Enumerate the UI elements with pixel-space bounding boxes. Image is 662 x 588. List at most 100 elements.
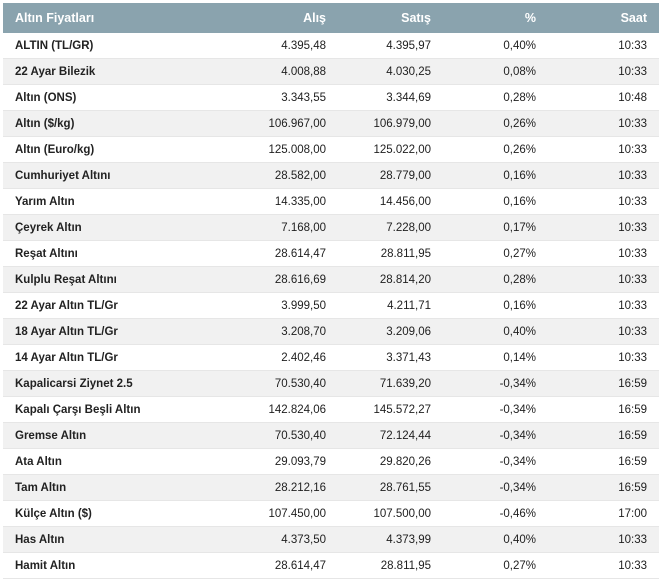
cell-percent: 0,27% [443,240,548,267]
cell-sell: 4.030,25 [338,58,443,85]
cell-name: Cumhuriyet Altını [3,162,203,189]
cell-percent: 0,40% [443,318,548,345]
table-row[interactable]: Reşat Altını 28.614,47 28.811,95 0,27% 10:33 [3,240,659,267]
table-row[interactable]: ALTIN (TL/GR) 4.395,48 4.395,97 0,40% 10:33 [3,33,659,59]
cell-percent: 0,26% [443,110,548,137]
cell-buy: 70.530,40 [203,370,338,397]
cell-sell: 3.344,69 [338,84,443,111]
table-row[interactable]: Kapalicarsi Ziynet 2.5 70.530,40 71.639,20… [3,370,659,397]
header-percent[interactable]: % [443,3,548,33]
cell-percent: -0,46% [443,500,548,527]
cell-sell: 28.811,95 [338,552,443,579]
cell-time: 10:33 [548,214,659,241]
cell-buy: 7.168,00 [203,214,338,241]
cell-name: Külçe Altın ($) [3,500,203,527]
cell-buy: 29.093,79 [203,448,338,475]
header-sell[interactable]: Satış [338,3,443,33]
header-row: Altın Fiyatları Alış Satış % Saat [3,3,659,33]
cell-sell: 125.022,00 [338,136,443,163]
cell-buy: 3.208,70 [203,318,338,345]
cell-sell: 4.373,99 [338,526,443,553]
cell-buy: 107.450,00 [203,500,338,527]
cell-percent: -0,34% [443,370,548,397]
cell-buy: 125.008,00 [203,136,338,163]
cell-time: 10:48 [548,84,659,111]
cell-percent: -0,34% [443,474,548,501]
cell-time: 10:33 [548,110,659,137]
cell-buy: 3.999,50 [203,292,338,319]
cell-buy: 28.614,47 [203,240,338,267]
cell-name: Gremse Altın [3,422,203,449]
table-row[interactable]: Gremse Altın 70.530,40 72.124,44 -0,34% 16:5… [3,422,659,449]
table-row[interactable]: Ata Altın 29.093,79 29.820,26 -0,34% 16:59 [3,448,659,475]
cell-time: 10:33 [548,552,659,579]
table-row[interactable]: Cumhuriyet Altını 28.582,00 28.779,00 0,16%… [3,162,659,189]
table-row[interactable]: 22 Ayar Altın TL/Gr 3.999,50 4.211,71 0,16%… [3,292,659,319]
cell-percent: 0,14% [443,344,548,371]
cell-buy: 14.335,00 [203,188,338,215]
table-row[interactable]: Hamit Altın 28.614,47 28.811,95 0,27% 10:33 [3,552,659,579]
cell-buy: 28.614,47 [203,552,338,579]
cell-buy: 28.582,00 [203,162,338,189]
cell-name: Has Altın [3,526,203,553]
cell-time: 10:33 [548,58,659,85]
table-row[interactable]: 22 Ayar Bilezik 4.008,88 4.030,25 0,08% 10:3… [3,58,659,85]
cell-name: Hamit Altın [3,552,203,579]
cell-name: Reşat Altını [3,240,203,267]
table-row[interactable]: Altın (Euro/kg) 125.008,00 125.022,00 0,26%… [3,136,659,163]
table-row[interactable]: 18 Ayar Altın TL/Gr 3.208,70 3.209,06 0,40%… [3,318,659,345]
cell-percent: 0,40% [443,526,548,553]
cell-sell: 4.211,71 [338,292,443,319]
cell-sell: 14.456,00 [338,188,443,215]
cell-percent: -0,34% [443,422,548,449]
cell-name: ALTIN (TL/GR) [3,33,203,59]
cell-time: 16:59 [548,396,659,423]
table-row[interactable]: Has Altın 4.373,50 4.373,99 0,40% 10:33 [3,526,659,553]
cell-sell: 106.979,00 [338,110,443,137]
cell-name: 22 Ayar Altın TL/Gr [3,292,203,319]
table-row[interactable]: 14 Ayar Altın TL/Gr 2.402,46 3.371,43 0,14%… [3,344,659,371]
cell-percent: -0,34% [443,396,548,423]
cell-sell: 28.761,55 [338,474,443,501]
table-row[interactable]: Kapalı Çarşı Beşli Altın 142.824,06 145.57… [3,396,659,423]
cell-sell: 7.228,00 [338,214,443,241]
cell-time: 10:33 [548,318,659,345]
cell-time: 16:59 [548,422,659,449]
cell-percent: 0,17% [443,214,548,241]
cell-name: Altın (Euro/kg) [3,136,203,163]
cell-name: Tam Altın [3,474,203,501]
cell-sell: 72.124,44 [338,422,443,449]
table-row[interactable]: Tam Altın 28.212,16 28.761,55 -0,34% 16:59 [3,474,659,501]
cell-name: 18 Ayar Altın TL/Gr [3,318,203,345]
header-time[interactable]: Saat [548,3,659,33]
cell-time: 17:00 [548,500,659,527]
table-row[interactable]: Altın (ONS) 3.343,55 3.344,69 0,28% 10:48 [3,84,659,111]
cell-time: 10:33 [548,344,659,371]
cell-name: Yarım Altın [3,188,203,215]
cell-percent: 0,16% [443,188,548,215]
cell-sell: 107.500,00 [338,500,443,527]
cell-sell: 4.395,97 [338,33,443,59]
cell-name: Altın ($/kg) [3,110,203,137]
cell-time: 16:59 [548,448,659,475]
table-row[interactable]: Çeyrek Altın 7.168,00 7.228,00 0,17% 10:33 [3,214,659,241]
cell-sell: 145.572,27 [338,396,443,423]
cell-name: Çeyrek Altın [3,214,203,241]
table-body: ALTIN (TL/GR) 4.395,48 4.395,97 0,40% 10:33 2… [3,33,659,579]
table-row[interactable]: Kulplu Reşat Altını 28.616,69 28.814,20 0,2… [3,266,659,293]
cell-name: 22 Ayar Bilezik [3,58,203,85]
cell-buy: 3.343,55 [203,84,338,111]
cell-percent: -0,34% [443,448,548,475]
table-row[interactable]: Külçe Altın ($) 107.450,00 107.500,00 -0,46… [3,500,659,527]
header-name[interactable]: Altın Fiyatları [3,3,203,33]
cell-time: 10:33 [548,292,659,319]
cell-buy: 106.967,00 [203,110,338,137]
cell-buy: 70.530,40 [203,422,338,449]
cell-buy: 28.212,16 [203,474,338,501]
header-buy[interactable]: Alış [203,3,338,33]
cell-name: Kapalicarsi Ziynet 2.5 [3,370,203,397]
table-row[interactable]: Altın ($/kg) 106.967,00 106.979,00 0,26% 10:… [3,110,659,137]
cell-buy: 2.402,46 [203,344,338,371]
table-row[interactable]: Yarım Altın 14.335,00 14.456,00 0,16% 10:33 [3,188,659,215]
cell-time: 10:33 [548,136,659,163]
